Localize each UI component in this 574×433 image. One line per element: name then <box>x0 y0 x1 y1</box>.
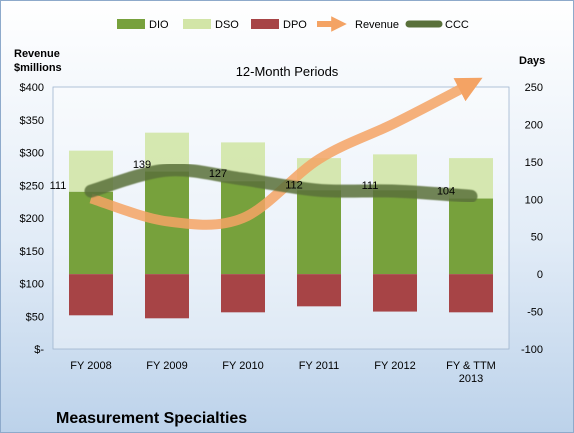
legend-label-ccc: CCC <box>445 19 469 31</box>
category-label: FY & TTM <box>446 360 496 372</box>
y-left-label-line2: $millions <box>14 62 62 74</box>
ccc-data-label: 112 <box>285 179 303 191</box>
y-right-tick-label: 150 <box>525 157 543 169</box>
y-left-tick-label: $150 <box>20 246 44 258</box>
y-left-tick-label: $- <box>34 344 44 356</box>
legend-swatch-dio <box>117 19 145 29</box>
y-left-tick-label: $300 <box>20 148 44 160</box>
y-right-tick-label: 200 <box>525 119 543 131</box>
bar-dpo <box>221 274 265 313</box>
bar-dio <box>221 181 265 275</box>
bar-dpo <box>69 274 113 316</box>
y-right-tick-label: 0 <box>537 269 543 281</box>
legend: DIO DSO DPO Revenue CCC <box>117 16 469 32</box>
bar-dpo <box>449 274 493 313</box>
y-left-tick-label: $400 <box>20 82 44 94</box>
legend-swatch-dso <box>183 19 211 29</box>
bar-dpo <box>297 274 341 307</box>
bar-dio <box>297 190 341 275</box>
footer-title: Measurement Specialties <box>56 410 247 427</box>
category-label: FY 2009 <box>146 360 187 372</box>
y-left-tick-label: $200 <box>20 213 44 225</box>
legend-label-dpo: DPO <box>283 19 307 31</box>
bar-dso <box>373 154 417 191</box>
ccc-line <box>84 163 478 203</box>
bar-dpo <box>373 274 417 312</box>
category-label: FY 2011 <box>299 360 340 372</box>
y-right-tick-label: 250 <box>525 82 543 94</box>
bar-dio <box>373 190 417 275</box>
legend-label-dso: DSO <box>215 19 239 31</box>
y-right-tick-label: -50 <box>527 307 543 319</box>
legend-label-revenue: Revenue <box>355 19 399 31</box>
legend-label-dio: DIO <box>149 19 169 31</box>
y-left-label-line1: Revenue <box>14 48 60 60</box>
y-right-label: Days <box>519 55 545 67</box>
ccc-data-label: 104 <box>437 185 455 197</box>
y-right-tick-label: 50 <box>531 232 543 244</box>
category-label: FY 2010 <box>222 360 263 372</box>
ccc-data-label: 127 <box>209 168 227 180</box>
legend-swatch-dpo <box>251 19 279 29</box>
plot-area: 111 139 127 112 111 104 <box>50 77 510 350</box>
bar-dio <box>449 198 493 275</box>
y-right-tick-label: 100 <box>525 194 543 206</box>
ccc-data-label: 111 <box>362 180 379 192</box>
y-right-tick-label: -100 <box>521 344 543 356</box>
y-left-tick-label: $100 <box>20 279 44 291</box>
y-left-tick-label: $350 <box>20 115 44 127</box>
ccc-data-label: 111 <box>50 180 67 192</box>
category-label: FY 2012 <box>374 360 415 372</box>
plot-background <box>52 86 510 350</box>
bar-dpo <box>145 274 189 319</box>
y-left-tick-label: $50 <box>26 311 44 323</box>
category-label: FY 2008 <box>70 360 111 372</box>
category-label: 2013 <box>459 373 483 385</box>
ccc-data-label: 139 <box>133 159 151 171</box>
y-left-tick-label: $250 <box>20 180 44 192</box>
chart-title: 12-Month Periods <box>236 64 339 79</box>
